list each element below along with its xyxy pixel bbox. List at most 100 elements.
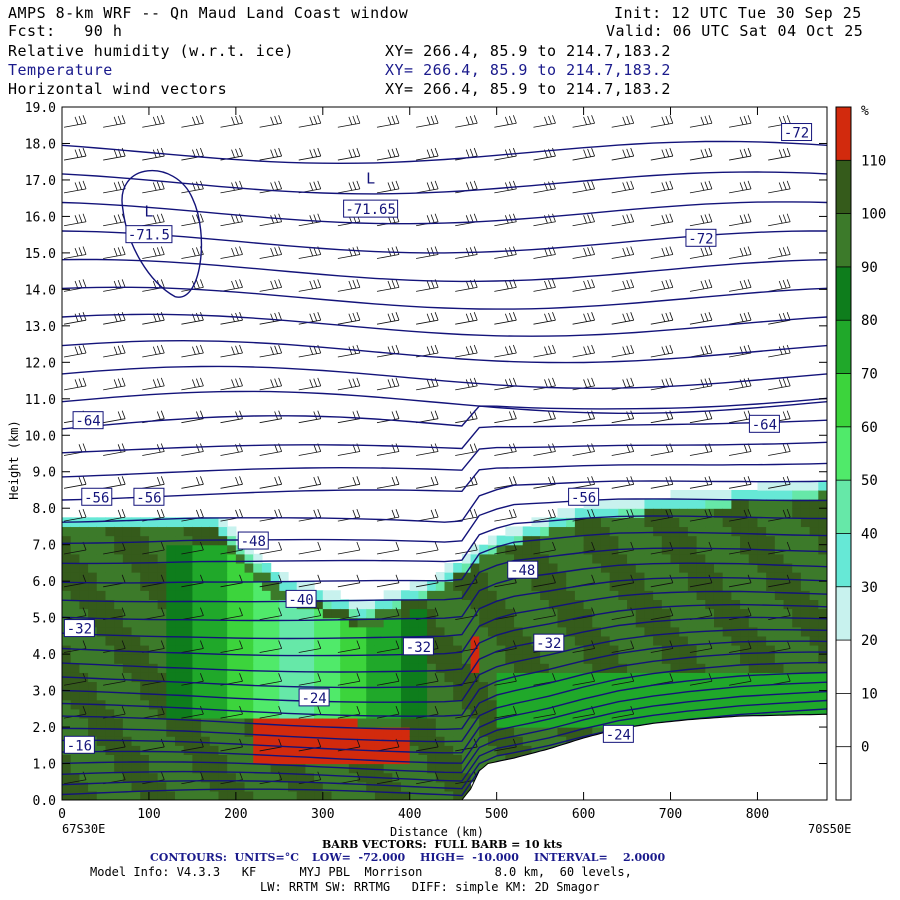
wind-barb-flag: [200, 607, 204, 616]
wind-barb-flag: [704, 148, 709, 158]
wind-barb-flag: [278, 279, 283, 288]
wind-barb-flag: [669, 180, 674, 190]
wind-barb-flag: [747, 115, 752, 124]
wind-barb-flag: [313, 378, 318, 387]
wind-barb-flag: [395, 673, 400, 682]
wind-barb-flag: [704, 214, 709, 223]
wind-barb-flag: [231, 248, 235, 257]
contour-label: -32: [67, 622, 92, 638]
wind-barb-flag: [317, 738, 322, 748]
wind-barb-flag: [583, 215, 587, 224]
wind-barb-flag: [587, 115, 591, 125]
wind-barb-flag: [395, 246, 400, 255]
wind-barb-flag: [669, 279, 674, 288]
wind-barb-flag: [587, 148, 591, 158]
wind-barb-flag: [669, 147, 674, 157]
wind-barb-flag: [469, 181, 474, 190]
contour-label: -72: [784, 126, 809, 142]
wind-barb-flag: [622, 215, 627, 224]
right-coord: 70S50E: [808, 822, 852, 836]
contours-low: LOW= -72.000: [312, 851, 406, 864]
wind-barb-flag: [196, 345, 200, 354]
wind-barb-shaft: [63, 549, 87, 555]
wind-barb-shaft: [181, 713, 204, 719]
wind-barb-shaft: [142, 746, 165, 752]
y-axis: 0.0 1.0 2.0 3.0 4.0 5.0 6.0 7.0 8.0 9.0 10.0 11.0 12…: [25, 101, 827, 809]
wind-barb-flag: [74, 116, 79, 125]
wind-barb-flag: [747, 147, 752, 157]
colorbar-swatch: [836, 640, 851, 694]
wind-barb-flag: [782, 115, 787, 125]
contour-label-box: [63, 619, 95, 638]
wind-barb-flag: [743, 148, 748, 158]
wind-barb-flag: [160, 771, 165, 780]
wind-barb-flag: [739, 313, 744, 322]
wind-barb-flag: [708, 213, 713, 222]
wind-barb-flag: [78, 476, 83, 486]
wind-barb-flag: [630, 607, 635, 616]
wind-barb-flag: [152, 346, 157, 355]
wind-barb-flag: [626, 214, 631, 223]
wind-barb-flag: [778, 346, 783, 355]
wind-barb-flag: [661, 313, 666, 322]
wind-barb-flag: [700, 116, 705, 125]
wind-barb-flag: [786, 509, 791, 518]
model-info-physics: LW: RRTM SW: RRTMG DIFF: simple KM: 2D S…: [260, 880, 600, 894]
wind-barb-flag: [434, 377, 439, 386]
wind-barb-flag: [630, 377, 635, 386]
wind-barb-flag: [235, 411, 239, 420]
wind-barb-flag: [665, 115, 670, 125]
wind-barb-flag: [747, 607, 752, 616]
wind-barb-flag: [82, 246, 87, 255]
x-tick-label: 700: [659, 807, 682, 822]
isotherm-line: [62, 690, 827, 774]
wind-barb-flag: [704, 280, 709, 289]
wind-barb-flag: [235, 115, 239, 125]
wind-barb-flag: [200, 640, 204, 649]
wind-barb-flag: [270, 215, 275, 224]
contour-label: -64: [752, 417, 777, 433]
wind-barb-flag: [630, 115, 635, 124]
wind-barb-flag: [747, 509, 752, 518]
wind-barb-flag: [395, 377, 400, 386]
wind-barb-flag: [700, 280, 705, 290]
contours-interval: INTERVAL= 2.0000: [534, 851, 666, 864]
wind-barb-shaft: [533, 582, 556, 588]
wind-barb-flag: [473, 147, 478, 157]
wind-barb-flag: [430, 345, 435, 354]
wind-barb-flag: [465, 280, 470, 290]
wind-barb-flag: [356, 509, 361, 518]
x-tick-label: 500: [485, 807, 508, 822]
wind-barb-flag: [708, 476, 713, 485]
wind-barb-flag: [669, 574, 674, 583]
wind-barb-flag: [552, 377, 556, 386]
contour-label-box: [298, 688, 330, 707]
wind-barb-shaft: [650, 582, 673, 588]
wind-barb-flag: [152, 116, 157, 125]
wind-barb-shaft: [611, 582, 634, 588]
wind-barb-flag: [317, 377, 322, 386]
wind-barb-flag: [473, 180, 478, 190]
wind-barb-flag: [739, 116, 744, 125]
wind-barb-flag: [622, 346, 627, 355]
wind-barb-flag: [82, 640, 87, 649]
xy-rh: XY= 266.4, 85.9 to 214.7,183.2: [385, 42, 671, 60]
wind-barb-flag: [782, 509, 787, 519]
wind-barb-flag: [708, 147, 713, 157]
wind-barb-flag: [270, 280, 275, 290]
wind-barb-flag: [708, 246, 713, 255]
wind-barb-flag: [708, 673, 713, 682]
wind-barb-flag: [552, 574, 556, 583]
wind-barb-flag: [309, 280, 314, 290]
y-tick-label: 7.0: [33, 539, 56, 554]
wind-barb-flag: [665, 312, 670, 322]
wind-barb-flag: [739, 215, 744, 224]
wind-barb-flag: [348, 313, 353, 322]
wind-barb-flag: [512, 344, 517, 354]
wind-barb-flag: [430, 115, 435, 125]
isotherm-line: [62, 140, 827, 165]
wind-barb-flag: [278, 607, 283, 616]
wind-barb-flag: [708, 180, 713, 190]
wind-barb-flag: [278, 246, 283, 255]
wind-barb-flag: [700, 182, 705, 191]
